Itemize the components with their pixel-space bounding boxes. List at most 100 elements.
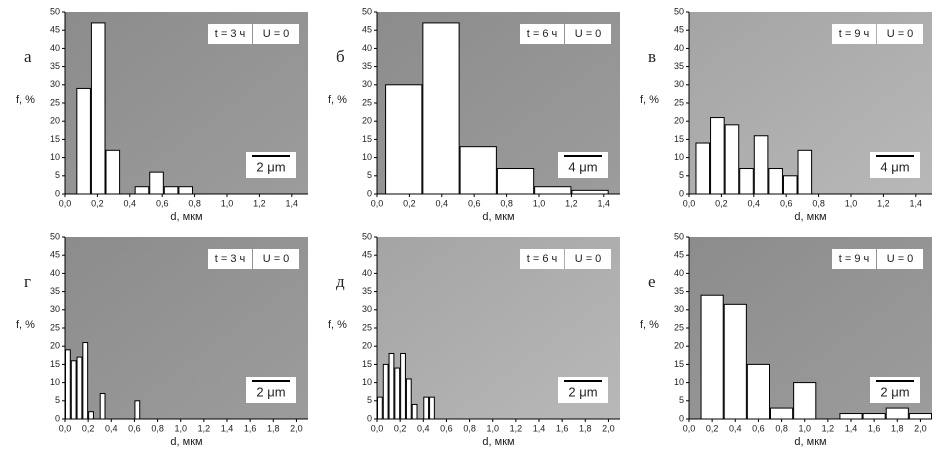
y-tick-label: 20 xyxy=(362,341,372,351)
y-tick-label: 5 xyxy=(679,170,684,180)
bar xyxy=(724,304,746,419)
scale-label: 4 μm xyxy=(568,159,597,174)
x-axis-label: d, мкм xyxy=(794,436,826,448)
bar xyxy=(135,401,140,419)
y-tick-label: 40 xyxy=(362,268,372,278)
panel-letter: е xyxy=(648,272,656,291)
x-tick-label: 0,8 xyxy=(812,198,825,208)
panel-letter: б xyxy=(336,47,345,66)
bar xyxy=(886,408,908,419)
y-axis-label: f, % xyxy=(16,94,35,106)
y-tick-label: 40 xyxy=(674,43,684,53)
y-tick-label: 35 xyxy=(362,286,372,296)
y-tick-label: 40 xyxy=(362,43,372,53)
y-tick-label: 0 xyxy=(55,188,60,198)
y-tick-label: 10 xyxy=(50,152,60,162)
bar xyxy=(769,169,783,194)
x-tick-label: 0,4 xyxy=(105,423,118,433)
bar xyxy=(754,136,768,194)
annotation: t = 3 ч xyxy=(215,253,246,265)
y-tick-label: 15 xyxy=(362,359,372,369)
x-tick-label: 0,4 xyxy=(748,198,761,208)
x-tick-label: 1,2 xyxy=(253,198,266,208)
bar xyxy=(783,176,797,194)
x-tick-label: 0,2 xyxy=(82,423,95,433)
annotation: U = 0 xyxy=(887,28,914,40)
x-tick-label: 0,2 xyxy=(403,198,416,208)
x-tick-label: 1,0 xyxy=(486,423,499,433)
x-tick-label: 1,2 xyxy=(510,423,523,433)
x-tick-label: 0,6 xyxy=(156,198,169,208)
y-tick-label: 30 xyxy=(362,79,372,89)
x-tick-label: 0,6 xyxy=(128,423,141,433)
x-tick-label: 1,4 xyxy=(286,198,299,208)
x-tick-label: 0,8 xyxy=(188,198,201,208)
x-tick-label: 1,2 xyxy=(877,198,890,208)
x-tick-label: 1,8 xyxy=(891,423,904,433)
annotation: t = 9 ч xyxy=(839,253,870,265)
y-tick-label: 25 xyxy=(50,97,60,107)
x-tick-label: 1,6 xyxy=(556,423,569,433)
annotation: U = 0 xyxy=(887,253,914,265)
x-tick-label: 1,4 xyxy=(221,423,234,433)
y-tick-label: 40 xyxy=(50,268,60,278)
x-tick-label: 1,4 xyxy=(845,423,858,433)
bar xyxy=(909,414,931,419)
x-tick-label: 1,6 xyxy=(244,423,257,433)
figure: 0 5 10 15 20 25 30 35 40 45 50 0,0 0,2 0,4 0,6 0,8 1,0 1,… xyxy=(0,0,936,450)
y-tick-label: 10 xyxy=(362,152,372,162)
bar xyxy=(747,364,769,419)
x-tick-label: 0,6 xyxy=(440,423,453,433)
y-tick-label: 15 xyxy=(50,359,60,369)
y-tick-label: 20 xyxy=(50,341,60,351)
x-tick-label: 1,4 xyxy=(533,423,546,433)
x-tick-label: 0,6 xyxy=(780,198,793,208)
bar xyxy=(106,150,120,194)
y-tick-label: 25 xyxy=(362,97,372,107)
x-tick-label: 0,2 xyxy=(91,198,104,208)
y-tick-label: 40 xyxy=(674,268,684,278)
y-tick-label: 30 xyxy=(50,304,60,314)
y-tick-label: 20 xyxy=(50,116,60,126)
y-tick-label: 15 xyxy=(362,134,372,144)
y-tick-label: 10 xyxy=(362,377,372,387)
bar xyxy=(378,397,383,419)
y-tick-label: 5 xyxy=(367,395,372,405)
y-tick-label: 45 xyxy=(50,25,60,35)
x-axis-label: d, мкм xyxy=(794,211,826,223)
bar xyxy=(135,187,149,194)
scale-label: 2 μm xyxy=(256,384,285,399)
y-tick-label: 30 xyxy=(674,304,684,314)
x-tick-label: 0,4 xyxy=(124,198,137,208)
y-tick-label: 10 xyxy=(674,152,684,162)
x-tick-label: 0,0 xyxy=(683,423,696,433)
bar xyxy=(91,23,105,194)
annotation: t = 6 ч xyxy=(527,253,558,265)
bar xyxy=(696,143,710,194)
x-tick-label: 1,8 xyxy=(267,423,280,433)
y-tick-label: 5 xyxy=(679,395,684,405)
bar xyxy=(423,23,459,194)
x-tick-label: 1,4 xyxy=(598,198,611,208)
y-tick-label: 45 xyxy=(362,25,372,35)
y-axis-label: f, % xyxy=(640,319,659,331)
bar xyxy=(725,125,739,194)
annotation: t = 9 ч xyxy=(839,28,870,40)
x-axis-label: d, мкм xyxy=(170,211,202,223)
y-tick-label: 50 xyxy=(362,6,372,16)
x-tick-label: 0,8 xyxy=(500,198,513,208)
x-tick-label: 0,4 xyxy=(436,198,449,208)
x-tick-label: 0,4 xyxy=(417,423,430,433)
annotation: t = 3 ч xyxy=(215,28,246,40)
bar xyxy=(798,150,812,194)
y-tick-label: 10 xyxy=(50,377,60,387)
annotation: U = 0 xyxy=(575,253,602,265)
bar xyxy=(794,383,816,419)
y-axis-label: f, % xyxy=(328,319,347,331)
y-tick-label: 30 xyxy=(362,304,372,314)
x-tick-label: 2,0 xyxy=(914,423,927,433)
y-tick-label: 50 xyxy=(50,6,60,16)
bar xyxy=(497,169,533,194)
